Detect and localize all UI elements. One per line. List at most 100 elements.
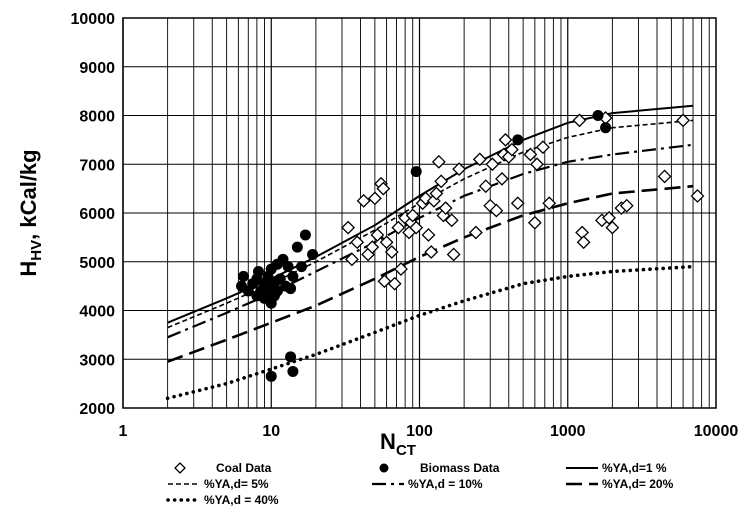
coal-data-point xyxy=(365,240,380,255)
x-tick-label: 1 xyxy=(119,423,128,440)
coal-data-point xyxy=(391,220,406,235)
biomass-data-point xyxy=(291,241,303,253)
y-axis-title: HHV, kCal/kg xyxy=(16,149,45,276)
biomass-data-point xyxy=(282,261,294,273)
coal-data-point xyxy=(657,169,672,184)
coal-data-point xyxy=(619,198,634,213)
legend-marker-biomass xyxy=(379,463,389,473)
coal-data-point xyxy=(438,201,453,216)
biomass-data-point xyxy=(287,365,299,377)
coal-data-point xyxy=(409,220,424,235)
x-tick-label: 1000 xyxy=(550,423,586,440)
coal-data-point xyxy=(344,252,359,267)
grid xyxy=(122,17,716,409)
coal-data-point xyxy=(542,196,557,211)
coal-data-point xyxy=(605,220,620,235)
coal-data-point xyxy=(452,162,467,177)
y-tick-label: 3000 xyxy=(79,352,115,369)
x-tick-label: 100 xyxy=(406,423,433,440)
x-axis-title-sub: CT xyxy=(396,442,416,459)
legend-label: %YA,d= 20% xyxy=(602,477,674,491)
biomass-data-point xyxy=(271,285,283,297)
y-axis-title-main: H xyxy=(16,261,41,277)
y-tick-label: 4000 xyxy=(79,304,115,321)
x-axis-title: NCT xyxy=(380,429,416,459)
legend: Coal Data Biomass Data %YA,d=1 % %YA,d= 5%%… xyxy=(166,461,674,507)
coal-data-point xyxy=(387,276,402,291)
y-axis-title-sub: HV xyxy=(28,240,45,261)
y-tick-label: 2000 xyxy=(79,401,115,418)
coal-data-point xyxy=(429,186,444,201)
biomass-data-point xyxy=(299,229,311,241)
coal-data-point xyxy=(421,228,436,242)
coal-data-point xyxy=(431,154,446,169)
legend-label: Coal Data xyxy=(216,461,272,475)
biomass-data-point xyxy=(307,248,319,260)
coal-data-point xyxy=(424,245,439,259)
coal-data-point xyxy=(489,203,504,218)
data-points xyxy=(236,110,705,382)
coal-data-point xyxy=(472,152,487,167)
x-tick-label: 10 xyxy=(262,423,280,440)
curve-5 xyxy=(165,264,695,401)
curve-3 xyxy=(167,143,694,339)
coal-data-point xyxy=(478,179,493,194)
y-tick-label: 10000 xyxy=(71,11,116,28)
biomass-data-point xyxy=(410,166,422,178)
coal-data-point xyxy=(510,196,525,211)
plot-frame xyxy=(122,17,717,409)
coal-data-point xyxy=(434,174,449,189)
y-tick-label: 8000 xyxy=(79,109,115,126)
coal-data-point xyxy=(485,157,500,172)
coal-data-point xyxy=(523,147,538,162)
coal-data-point xyxy=(446,247,461,262)
biomass-data-point xyxy=(296,261,308,273)
coal-data-point xyxy=(341,220,356,235)
legend-label: %YA,d=1 % xyxy=(602,461,667,475)
legend-marker-coal xyxy=(174,462,186,474)
biomass-data-point xyxy=(265,370,277,382)
biomass-data-point xyxy=(285,351,297,363)
coal-data-point xyxy=(602,210,616,225)
x-tick-label: 10000 xyxy=(694,423,739,440)
coal-data-point xyxy=(527,215,542,230)
biomass-data-point xyxy=(600,122,612,134)
coal-data-point xyxy=(384,245,399,259)
legend-label: %YA,d= 5% xyxy=(204,477,269,491)
coal-data-point xyxy=(377,274,392,289)
y-tick-label: 9000 xyxy=(79,60,115,77)
y-tick-label: 6000 xyxy=(79,206,115,223)
coal-data-point xyxy=(690,189,705,203)
legend-label: %YA,d = 10% xyxy=(408,477,483,491)
coal-data-point xyxy=(536,140,550,155)
y-tick-label: 7000 xyxy=(79,157,115,174)
coal-data-point xyxy=(444,213,459,228)
biomass-data-point xyxy=(238,270,250,282)
y-axis-title-rest: , kCal/kg xyxy=(16,149,41,239)
biomass-data-point xyxy=(512,134,524,146)
coal-data-point xyxy=(356,193,371,208)
biomass-data-point xyxy=(287,270,299,282)
legend-label: %YA,d = 40% xyxy=(204,493,279,507)
coal-data-point xyxy=(676,113,691,128)
coal-data-point xyxy=(350,235,365,250)
coal-data-point xyxy=(370,228,385,242)
x-axis-title-main: N xyxy=(380,429,396,454)
coal-data-point xyxy=(530,157,544,172)
biomass-data-point xyxy=(285,283,297,295)
coal-data-point xyxy=(394,262,408,276)
coal-data-point xyxy=(495,171,509,186)
coal-data-point xyxy=(379,235,394,250)
curve-4 xyxy=(167,184,694,363)
coal-data-point xyxy=(405,208,420,223)
y-tick-label: 5000 xyxy=(79,255,115,272)
coal-data-point xyxy=(576,235,591,250)
tick-labels: 2000 3000 4000 5000 6000 7000 8000 9000 10000 1 10… xyxy=(71,11,739,440)
coal-data-point xyxy=(367,191,382,206)
coal-data-point xyxy=(572,113,587,128)
coal-data-point xyxy=(468,225,483,240)
biomass-data-point xyxy=(592,110,604,121)
